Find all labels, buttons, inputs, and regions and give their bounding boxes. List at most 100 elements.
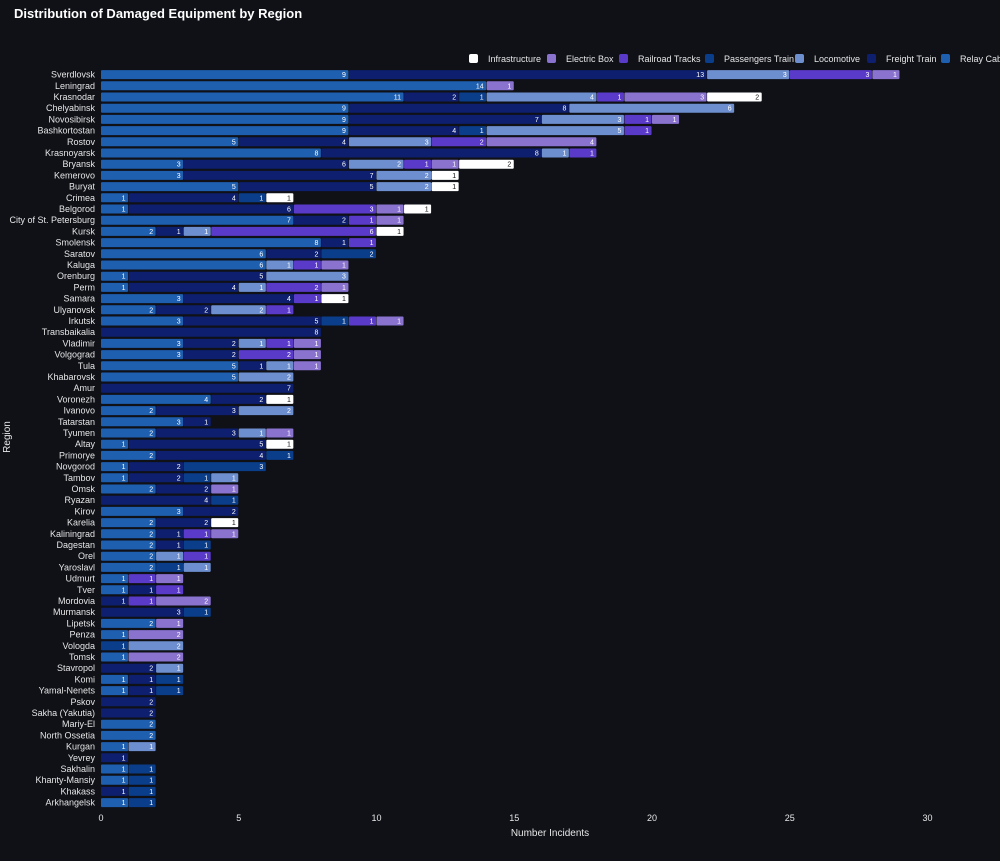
bar-value-label: 8 [562, 106, 566, 113]
y-tick-label: Orenburg [57, 271, 95, 281]
bar-value-label: 1 [122, 744, 126, 751]
bar-segment [101, 764, 129, 774]
legend-swatch [469, 54, 478, 63]
bar-value-label: 3 [177, 341, 181, 348]
bar-segment [321, 316, 349, 326]
bar-segment [101, 551, 156, 561]
bar-segment [293, 260, 321, 270]
bar-segment [156, 686, 184, 696]
y-tick-label: Pskov [70, 697, 95, 707]
bar-segment [101, 126, 349, 136]
bar-value-label: 1 [287, 453, 291, 460]
y-tick-label: Mariy-El [62, 719, 95, 729]
legend-label: Electric Box [566, 54, 614, 64]
bar-value-label: 4 [590, 139, 594, 146]
y-tick-label: Sakha (Yakutia) [32, 708, 95, 718]
y-tick-label: Kaluga [67, 260, 95, 270]
bar-segment [156, 305, 211, 315]
y-tick-label: Ivanovo [63, 406, 95, 416]
bar-segment [101, 361, 239, 371]
legend-swatch [619, 54, 628, 63]
bar-value-label: 1 [204, 419, 208, 426]
bar-segment [156, 226, 184, 236]
bar-segment [321, 238, 349, 248]
bar-value-label: 4 [452, 128, 456, 135]
bar-segment [101, 70, 349, 80]
bar-segment [266, 338, 294, 348]
bar-segment [652, 114, 680, 124]
bar-segment [101, 215, 294, 225]
bar-value-label: 1 [122, 576, 126, 583]
bar-value-label: 1 [149, 576, 153, 583]
y-tick-label: Buryat [69, 182, 96, 192]
x-tick-label: 10 [371, 813, 381, 823]
bar-segment [156, 574, 184, 584]
bar-segment [156, 518, 211, 528]
bar-segment [156, 562, 184, 572]
bar-value-label: 1 [204, 229, 208, 236]
bar-segment [404, 92, 459, 102]
bar-value-label: 7 [370, 173, 374, 180]
bar-value-label: 1 [149, 587, 153, 594]
bar-value-label: 1 [452, 162, 456, 169]
bar-value-label: 1 [618, 95, 622, 102]
bar-value-label: 5 [259, 442, 263, 449]
bar-segment [101, 226, 156, 236]
bar-segment [293, 215, 349, 225]
legend-swatch [867, 54, 876, 63]
bar-value-label: 1 [122, 475, 126, 482]
y-tick-label: Krasnoyarsk [45, 148, 96, 158]
bar-value-label: 1 [149, 800, 153, 807]
y-tick-label: Yevrey [68, 753, 96, 763]
bar-value-label: 2 [177, 464, 181, 471]
bar-segment [376, 215, 404, 225]
y-tick-label: Tambov [63, 473, 95, 483]
bar-value-label: 1 [397, 319, 401, 326]
bar-value-label: 1 [425, 162, 429, 169]
bar-value-label: 1 [397, 229, 401, 236]
bar-value-label: 8 [314, 240, 318, 247]
bar-segment [238, 361, 266, 371]
y-tick-label: Sverdlovsk [51, 70, 96, 80]
bar-segment [101, 518, 156, 528]
bar-value-label: 2 [177, 655, 181, 662]
bar-segment [101, 540, 156, 550]
bar-segment [101, 428, 156, 438]
bar-value-label: 1 [149, 789, 153, 796]
bar-segment [101, 697, 156, 707]
bar-segment [293, 204, 376, 214]
bar-value-label: 1 [204, 554, 208, 561]
bar-value-label: 2 [149, 666, 153, 673]
bar-segment [266, 439, 294, 449]
x-tick-label: 0 [98, 813, 103, 823]
bar-value-label: 1 [342, 285, 346, 292]
bar-segment [376, 204, 404, 214]
bar-value-label: 1 [122, 464, 126, 471]
y-tick-label: Kirov [74, 506, 95, 516]
y-tick-labels: SverdlovskLeningradKrasnodarChelyabinskN… [9, 70, 95, 808]
bar-segment [101, 170, 184, 180]
bar-segment [321, 260, 349, 270]
bar-value-label: 2 [149, 520, 153, 527]
bar-value-label: 9 [342, 128, 346, 135]
bar-segment [101, 294, 184, 304]
bar-value-label: 4 [204, 498, 208, 505]
bar-value-label: 1 [397, 207, 401, 214]
bar-segment [128, 652, 184, 662]
y-tick-label: Udmurt [65, 574, 95, 584]
bar-segment [376, 316, 404, 326]
bar-value-label: 3 [232, 431, 236, 438]
bar-value-label: 1 [177, 554, 181, 561]
bar-value-label: 1 [342, 263, 346, 270]
bar-value-label: 4 [259, 453, 263, 460]
bar-value-label: 9 [342, 117, 346, 124]
bar-segment [348, 103, 569, 113]
bar-value-label: 1 [314, 296, 318, 303]
y-tick-label: Tver [77, 585, 95, 595]
bar-segment [101, 103, 349, 113]
y-tick-label: Penza [69, 630, 95, 640]
bar-segment [183, 170, 376, 180]
bar-segment [459, 126, 487, 136]
y-tick-label: Novgorod [56, 462, 95, 472]
bar-segment [183, 551, 211, 561]
